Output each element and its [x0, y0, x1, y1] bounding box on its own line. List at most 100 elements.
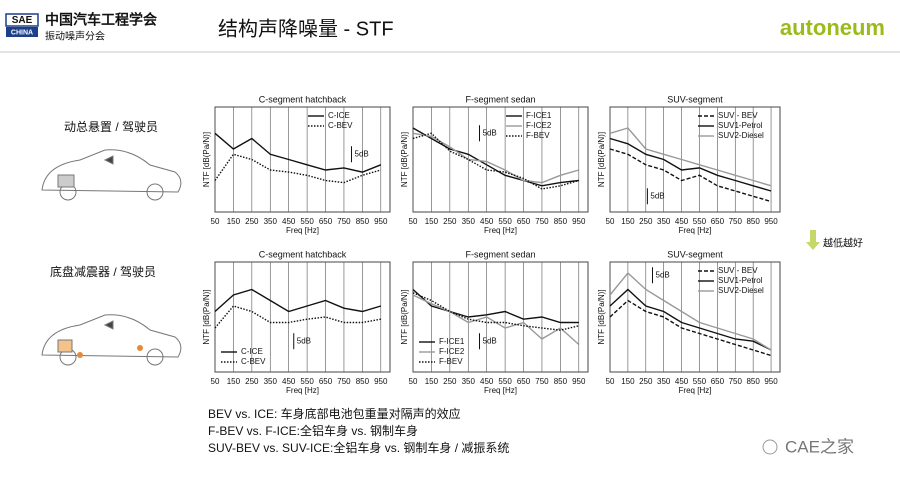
legend-label: F-BEV: [526, 131, 550, 140]
x-tick-label: 950: [572, 217, 586, 226]
car-sketch: [41, 314, 182, 366]
series-line: [412, 288, 579, 324]
org-sub: 振动噪声分会: [45, 30, 105, 43]
chart-title: F-segment sedan: [465, 249, 535, 259]
series-line: [412, 127, 579, 187]
legend-label: F-ICE2: [439, 347, 465, 356]
x-tick-label: 550: [498, 217, 512, 226]
annotation: 5dB: [483, 336, 497, 345]
series-line: [609, 148, 772, 203]
legend-label: C-BEV: [328, 121, 353, 130]
logo-sae: SAE: [12, 15, 33, 26]
legend-label: SUV2-Diesel: [718, 131, 764, 140]
y-axis-label: NTF [dB(Pa/N)]: [202, 132, 211, 187]
brand: autoneum: [780, 15, 885, 40]
series-line: [609, 288, 772, 351]
x-tick-label: 550: [498, 377, 512, 386]
x-tick-label: 50: [409, 377, 418, 386]
legend-label: C-ICE: [241, 347, 263, 356]
plot-area: [412, 261, 589, 373]
x-tick-label: 450: [282, 377, 296, 386]
x-tick-label: 750: [337, 217, 351, 226]
x-tick-label: 850: [356, 377, 370, 386]
y-axis-label: NTF [dB(Pa/N)]: [400, 289, 409, 344]
annotation: 5dB: [297, 336, 311, 345]
x-tick-label: 350: [462, 377, 476, 386]
x-tick-label: 50: [211, 217, 220, 226]
legend-label: F-ICE1: [439, 337, 465, 346]
x-axis-label: Freq [Hz]: [484, 386, 517, 395]
x-tick-label: 850: [356, 217, 370, 226]
logo-china: CHINA: [11, 29, 33, 36]
logo-box: [5, 13, 39, 27]
legend-label: F-ICE2: [526, 121, 552, 130]
x-tick-label: 750: [535, 217, 549, 226]
x-tick-label: 350: [264, 217, 278, 226]
series-line: [609, 271, 772, 351]
x-tick-label: 850: [746, 377, 760, 386]
annotation: 5dB: [656, 270, 670, 279]
x-tick-label: 350: [264, 377, 278, 386]
x-tick-label: 150: [227, 217, 241, 226]
x-tick-label: 750: [535, 377, 549, 386]
x-tick-label: 150: [621, 217, 635, 226]
x-tick-label: 450: [480, 217, 494, 226]
slide-title: 结构声降噪量 - STF: [218, 17, 394, 40]
x-axis-label: Freq [Hz]: [679, 226, 712, 235]
series-line: [609, 127, 772, 187]
legend-label: F-ICE1: [526, 111, 552, 120]
x-tick-label: 650: [319, 217, 333, 226]
x-tick-label: 450: [675, 217, 689, 226]
x-tick-label: 350: [657, 377, 671, 386]
y-axis-label: NTF [dB(Pa/N)]: [597, 289, 606, 344]
legend-label: SUV - BEV: [718, 111, 758, 120]
y-axis-label: NTF [dB(Pa/N)]: [400, 132, 409, 187]
legend-label: SUV1-Petrol: [718, 276, 763, 285]
x-tick-label: 250: [639, 217, 653, 226]
x-tick-label: 550: [693, 217, 707, 226]
chart-title: C-segment hatchback: [259, 94, 347, 104]
x-axis-label: Freq [Hz]: [286, 386, 319, 395]
y-axis-label: NTF [dB(Pa/N)]: [202, 289, 211, 344]
note: BEV vs. ICE: 车身底部电池包重量对隔声的效应: [208, 406, 461, 421]
x-tick-label: 650: [711, 217, 725, 226]
x-tick-label: 450: [675, 377, 689, 386]
x-tick-label: 550: [300, 217, 314, 226]
x-tick-label: 150: [621, 377, 635, 386]
x-tick-label: 750: [729, 217, 743, 226]
x-tick-label: 450: [480, 377, 494, 386]
x-tick-label: 750: [337, 377, 351, 386]
arrow-label: 越低越好: [823, 237, 863, 250]
x-tick-label: 650: [517, 377, 531, 386]
series-line: [214, 288, 382, 313]
down-arrow: [806, 230, 820, 250]
plot-area: [214, 106, 391, 213]
annotation: 5dB: [355, 149, 369, 158]
x-tick-label: 950: [764, 217, 778, 226]
series-line: [214, 153, 381, 184]
x-tick-label: 250: [639, 377, 653, 386]
chart-title: F-segment sedan: [465, 94, 535, 104]
plot-area: [609, 106, 781, 213]
series-line: [412, 292, 579, 331]
x-tick-label: 50: [409, 217, 418, 226]
x-tick-label: 50: [606, 217, 615, 226]
logo-box: [6, 27, 38, 37]
legend-label: C-ICE: [328, 111, 350, 120]
legend-label: SUV - BEV: [718, 266, 758, 275]
x-tick-label: 950: [374, 377, 388, 386]
x-axis-label: Freq [Hz]: [286, 226, 319, 235]
annotation: 5dB: [650, 191, 664, 200]
watermark: CAE之家: [785, 437, 854, 456]
chart-title: SUV-segment: [667, 249, 723, 259]
x-tick-label: 650: [319, 377, 333, 386]
y-axis-label: NTF [dB(Pa/N)]: [597, 132, 606, 187]
x-tick-label: 550: [300, 377, 314, 386]
x-tick-label: 250: [245, 217, 259, 226]
x-axis-label: Freq [Hz]: [484, 226, 517, 235]
row-label: 动总悬置 / 驾驶员: [64, 119, 158, 134]
x-tick-label: 650: [711, 377, 725, 386]
row-label: 底盘减震器 / 驾驶员: [50, 264, 156, 279]
x-tick-label: 650: [517, 217, 531, 226]
